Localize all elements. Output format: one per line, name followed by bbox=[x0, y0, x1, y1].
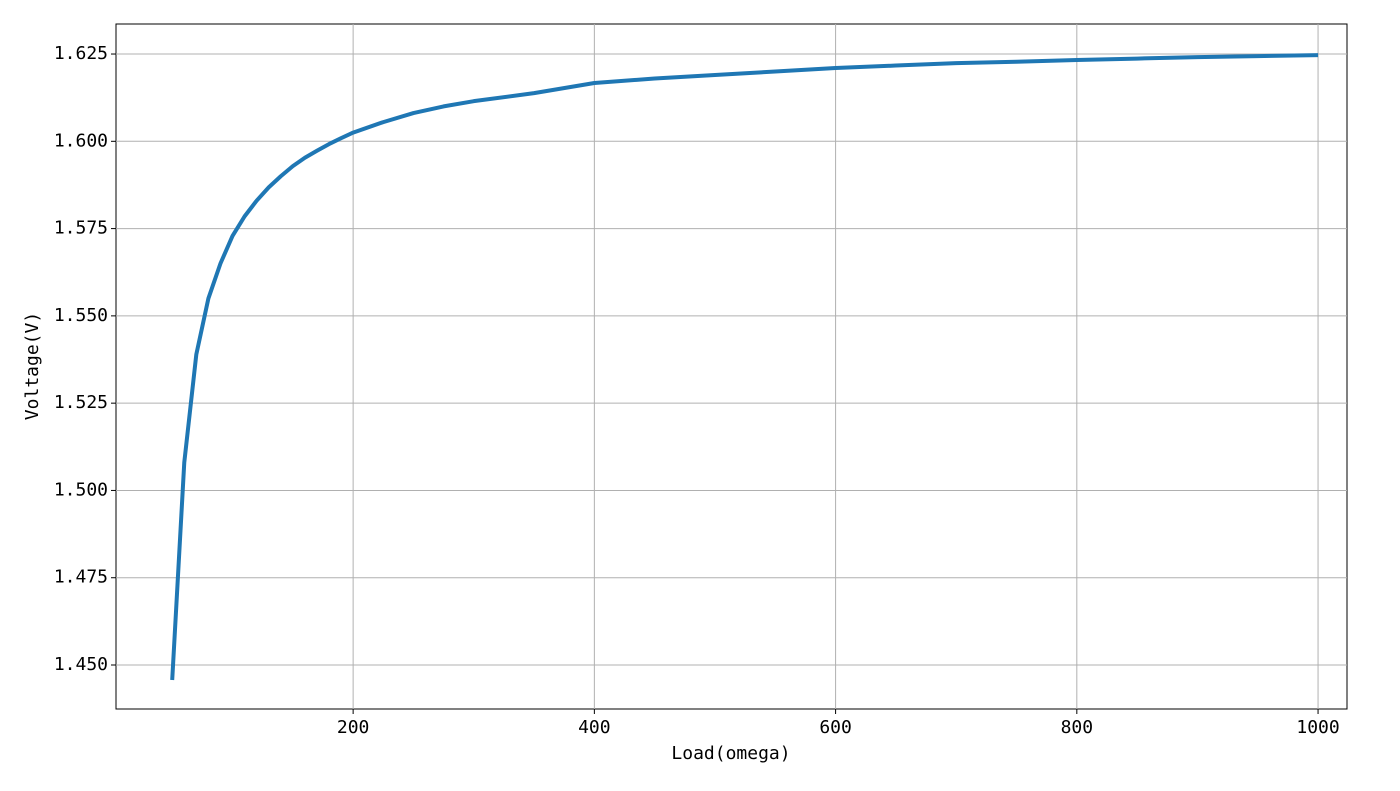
y-tick-label: 1.525 bbox=[54, 392, 108, 413]
x-tick-label: 600 bbox=[819, 717, 852, 738]
y-tick-label: 1.625 bbox=[54, 43, 108, 64]
x-tick-label: 1000 bbox=[1296, 717, 1339, 738]
y-tick-label: 1.475 bbox=[54, 567, 108, 588]
y-tick-label: 1.600 bbox=[54, 130, 108, 151]
x-tick-label: 400 bbox=[578, 717, 611, 738]
y-tick-label: 1.575 bbox=[54, 218, 108, 239]
x-axis-label: Load(omega) bbox=[671, 743, 790, 764]
y-axis-label: Voltage(V) bbox=[22, 312, 43, 420]
x-tick-label: 200 bbox=[337, 717, 370, 738]
y-tick-label: 1.550 bbox=[54, 305, 108, 326]
y-tick-label: 1.450 bbox=[54, 654, 108, 675]
plot-frame bbox=[115, 23, 1348, 710]
y-tick-label: 1.500 bbox=[54, 479, 108, 500]
data-line bbox=[170, 53, 1319, 681]
x-tick-label: 800 bbox=[1061, 717, 1094, 738]
